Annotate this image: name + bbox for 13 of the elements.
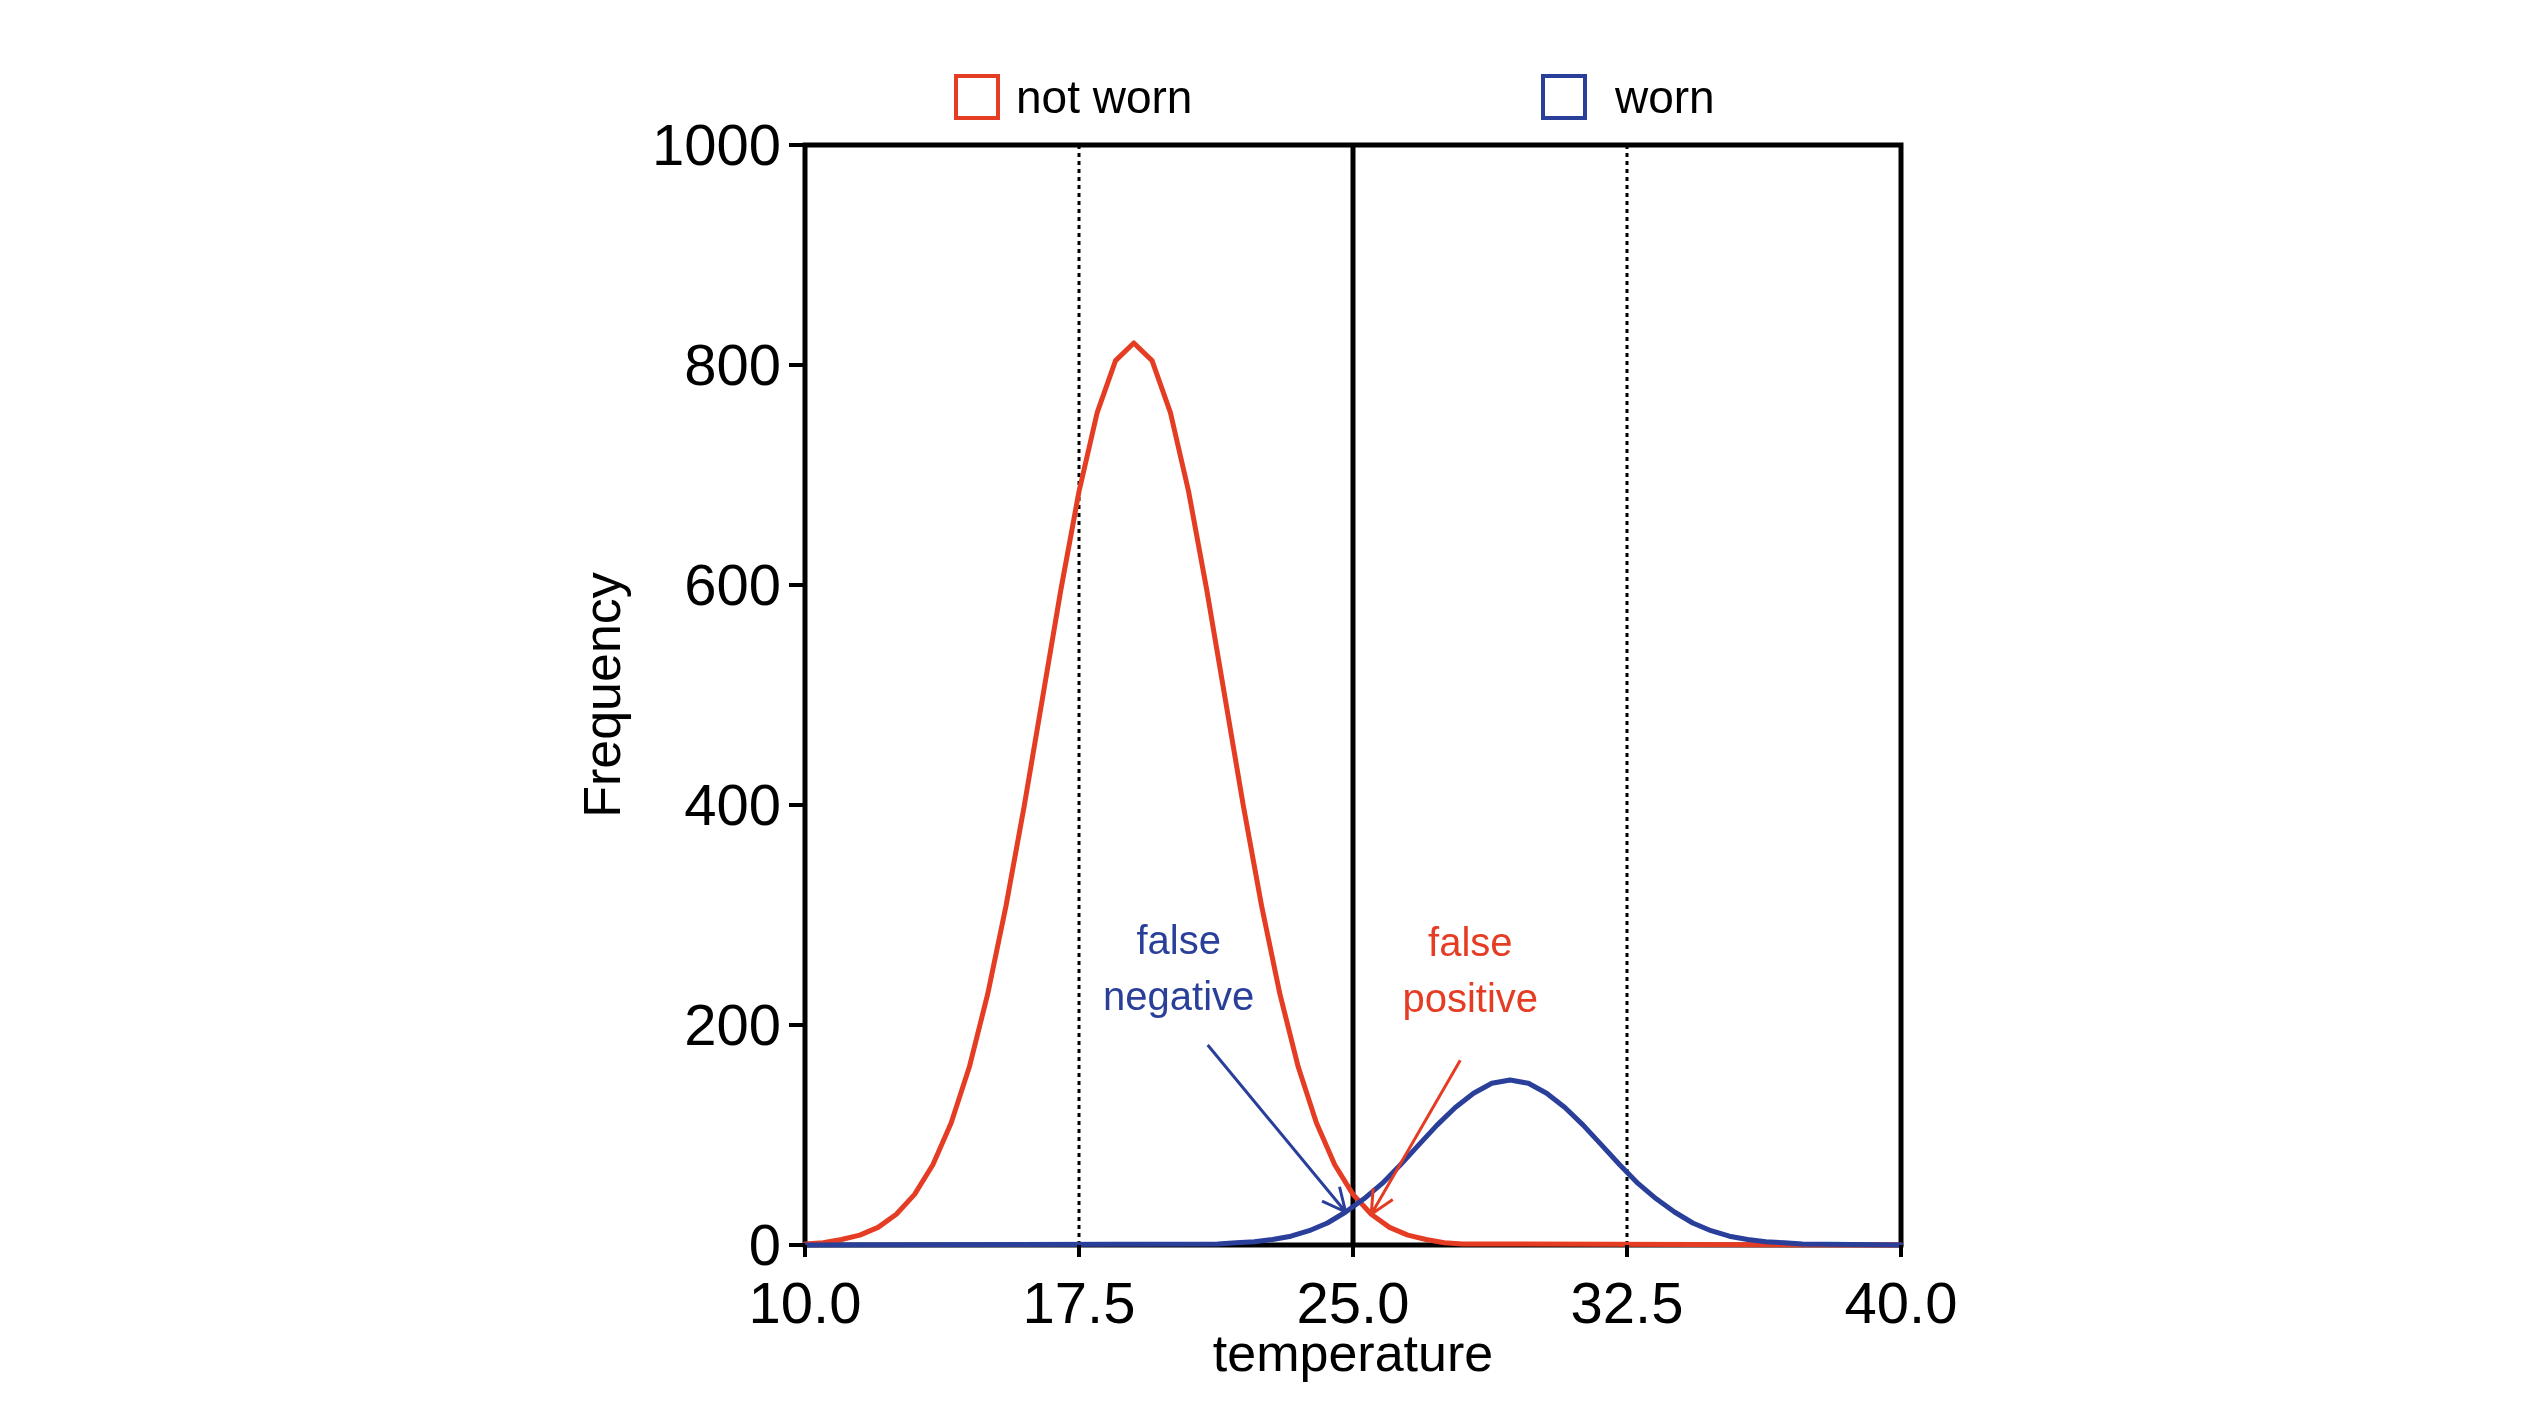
x-tick-label: 17.5 [1022,1270,1136,1335]
legend-label: worn [1614,71,1715,124]
y-tick-label: 200 [684,992,781,1058]
x-tick-label: 32.5 [1570,1270,1684,1335]
y-tick-label: 600 [684,552,781,618]
y-axis-title: Frequency [573,572,631,818]
x-tick-label: 40.0 [1844,1270,1958,1335]
y-tick-label: 1000 [651,112,781,178]
y-tick-label: 800 [684,332,781,398]
annotation: false positive [1402,920,1539,1021]
y-tick-label: 400 [684,772,781,838]
annotation: false negative [1103,918,1255,1018]
legend-label: not worn [1016,71,1193,124]
